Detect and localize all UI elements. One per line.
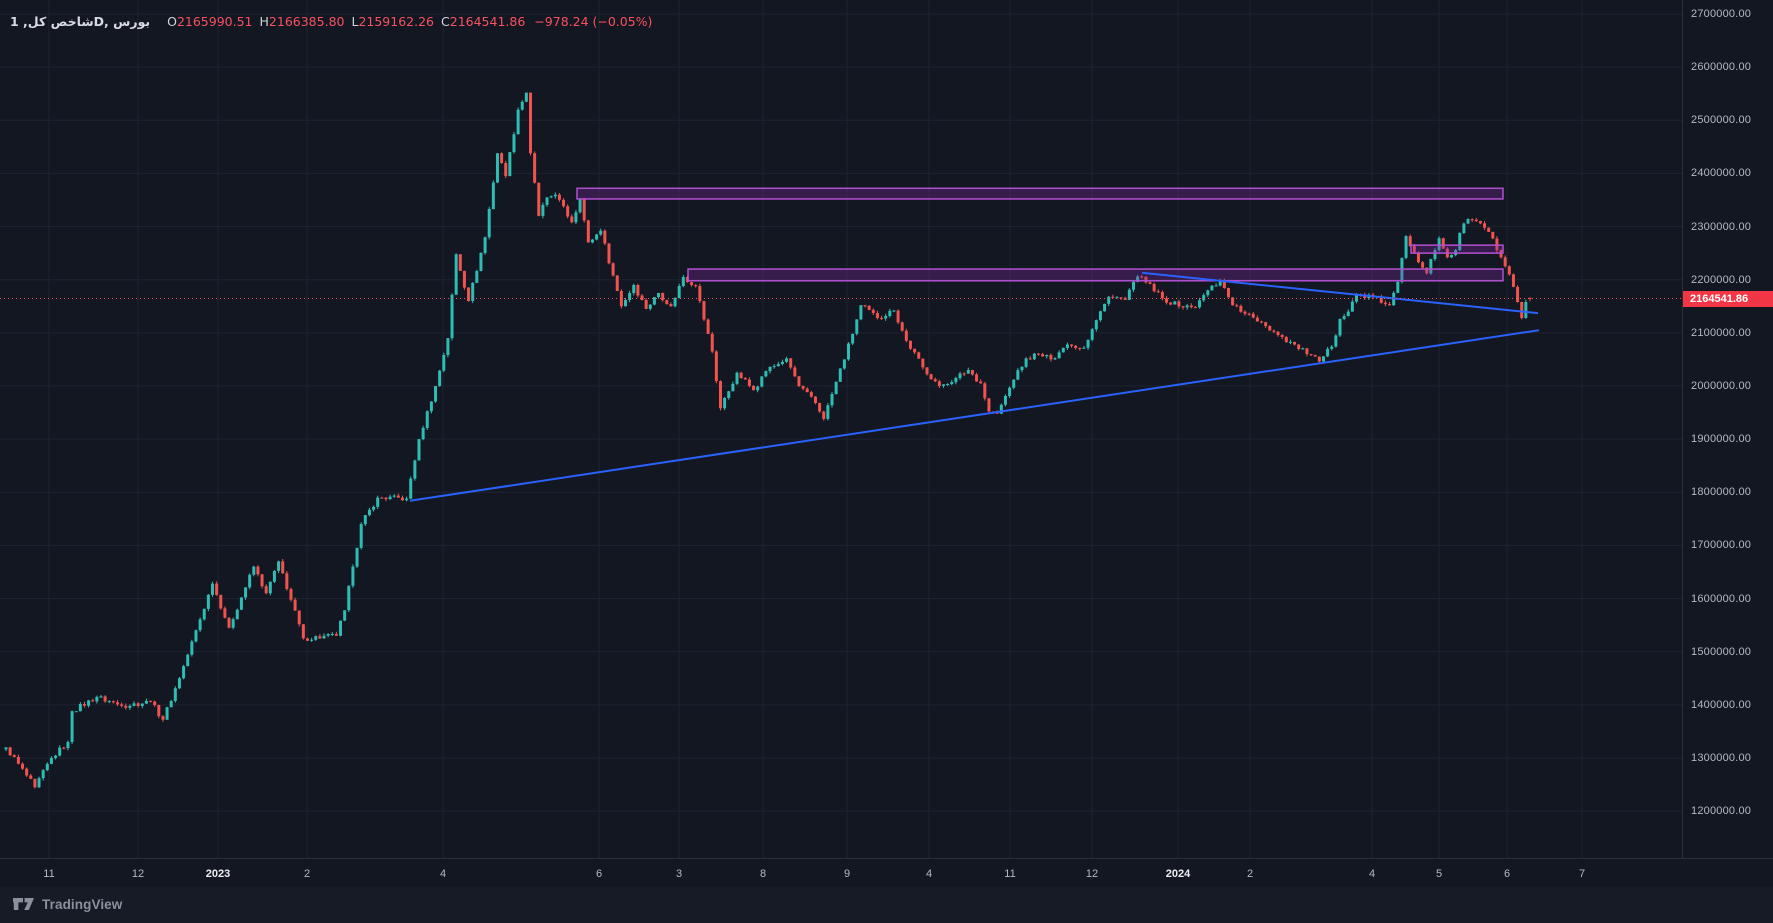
- low-label: L: [351, 13, 359, 29]
- low-value: 2159162.26: [358, 13, 435, 29]
- time-tick-label: 6: [595, 867, 603, 880]
- supply-zone-small[interactable]: [1410, 244, 1504, 254]
- supply-zone-mid[interactable]: [687, 268, 1504, 282]
- price-tick-label: 2100000.00: [1691, 326, 1752, 339]
- price-chart-pane[interactable]: [0, 0, 1682, 858]
- supply-zone-upper[interactable]: [576, 187, 1504, 200]
- time-tick-label: 11: [1004, 867, 1016, 880]
- time-tick-label: 12: [131, 867, 145, 880]
- candlestick-plot: [0, 0, 1682, 858]
- price-tick-label: 2300000.00: [1691, 220, 1752, 233]
- time-tick-label: 2023: [205, 867, 231, 880]
- time-tick-label: 2: [1246, 867, 1254, 880]
- descending-trendline[interactable]: [1141, 271, 1539, 315]
- high-label: H: [259, 13, 269, 29]
- bottom-bar: TradingView: [0, 887, 1773, 923]
- time-tick-label: 4: [1368, 867, 1376, 880]
- price-tick-label: 1800000.00: [1691, 486, 1752, 499]
- high-value: 2166385.80: [268, 13, 345, 29]
- time-tick-label: 5: [1435, 867, 1443, 880]
- time-tick-label: 12: [1085, 867, 1099, 880]
- time-tick-label: 3: [675, 867, 683, 880]
- time-tick-label: 7: [1578, 867, 1586, 880]
- price-tick-label: 1400000.00: [1691, 698, 1752, 711]
- price-tick-label: 2400000.00: [1691, 167, 1752, 180]
- price-tick-label: 2700000.00: [1691, 7, 1752, 20]
- time-tick-label: 4: [439, 867, 447, 880]
- price-tick-label: 2200000.00: [1691, 273, 1752, 286]
- change-value: −978.24 (−0.05%): [534, 13, 653, 29]
- tradingview-logo-icon: [13, 898, 34, 910]
- time-tick-label: 2: [303, 867, 311, 880]
- close-value: 2164541.86: [449, 13, 526, 29]
- price-tick-label: 1700000.00: [1691, 539, 1752, 552]
- price-tick-label: 2600000.00: [1691, 61, 1752, 74]
- time-axis[interactable]: 11 12 2023 2 4 6 3 8 9 4 11 12 2024 2 4 5 6 7: [0, 858, 1773, 888]
- price-tick-label: 1300000.00: [1691, 751, 1752, 764]
- price-tick-label: 2500000.00: [1691, 114, 1752, 127]
- price-tick-label: 1200000.00: [1691, 805, 1752, 818]
- ascending-trendline[interactable]: [409, 329, 1540, 502]
- symbol-title[interactable]: شاخص كل, 1D, بورس: [10, 13, 151, 29]
- price-tick-label: 1600000.00: [1691, 592, 1752, 605]
- open-label: O: [167, 13, 177, 29]
- price-tick-label: 1900000.00: [1691, 433, 1752, 446]
- tradingview-logo-text: TradingView: [42, 896, 123, 912]
- time-tick-label: 2024: [1165, 867, 1191, 880]
- last-price-badge: 2164541.86: [1683, 290, 1773, 307]
- time-tick-label: 8: [759, 867, 767, 880]
- price-axis[interactable]: 2700000.00 2600000.00 2500000.00 2400000.00…: [1682, 0, 1773, 887]
- time-tick-label: 4: [925, 867, 933, 880]
- price-tick-label: 1500000.00: [1691, 645, 1752, 658]
- time-tick-label: 9: [843, 867, 851, 880]
- close-label: C: [441, 13, 450, 29]
- open-value: 2165990.51: [176, 13, 253, 29]
- symbol-legend[interactable]: شاخص كل, 1D, بورس O 2165990.51 H 2166385.8…: [10, 12, 652, 30]
- tradingview-logo[interactable]: TradingView: [12, 896, 122, 912]
- time-tick-label: 11: [43, 867, 55, 880]
- time-tick-label: 6: [1503, 867, 1511, 880]
- price-tick-label: 2000000.00: [1691, 379, 1752, 392]
